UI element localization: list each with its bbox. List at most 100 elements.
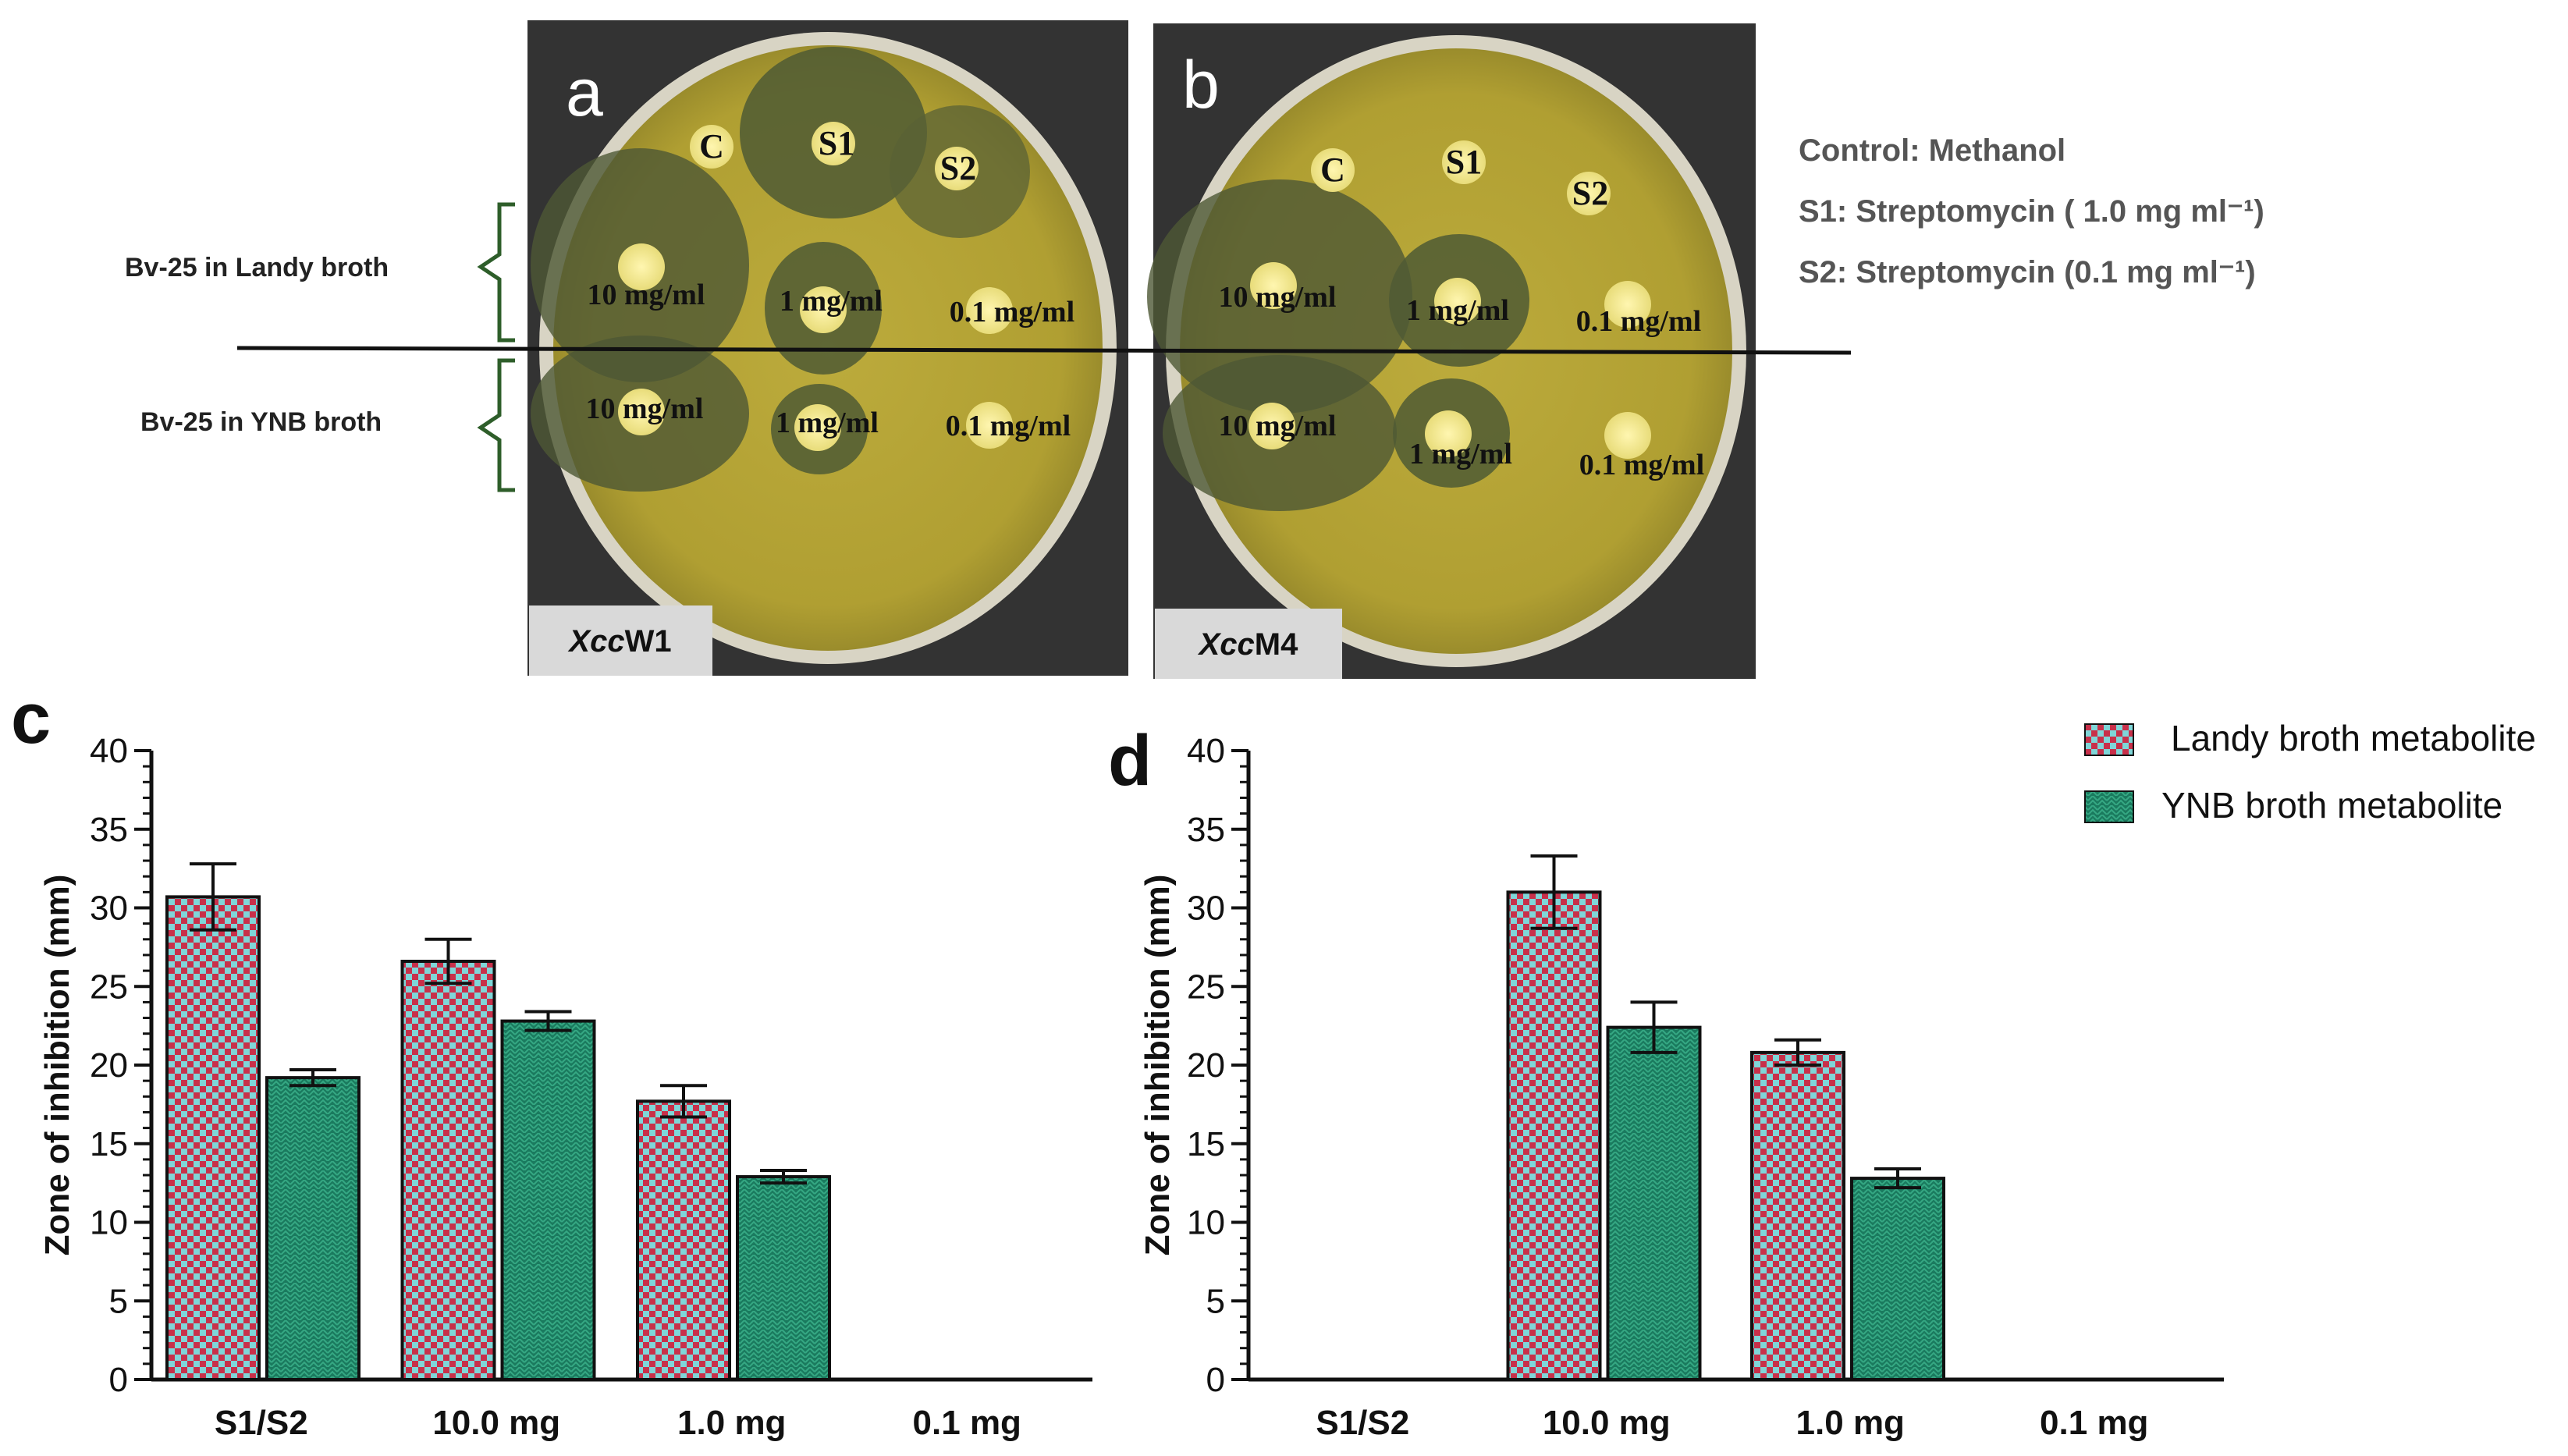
plate-b-conc-bottom-10: 10 mg/ml xyxy=(1219,410,1337,442)
y-tick-label: 15 xyxy=(1187,1125,1225,1163)
row-label-landy: Bv-25 in Landy broth xyxy=(125,253,389,282)
plate-a-disc-bottom-01 xyxy=(966,402,1013,449)
y-tick-label: 10 xyxy=(90,1204,128,1242)
plate-a-disc-top-1 xyxy=(800,286,847,333)
plate-a-disc-c xyxy=(690,125,733,169)
y-axis-label: Zone of inhibition (mm) xyxy=(38,875,76,1256)
y-tick-label: 20 xyxy=(1187,1046,1225,1085)
plate-legend-s2: S2: Streptomycin (0.1 mg ml⁻¹) xyxy=(1799,255,2256,289)
x-tick-label: 1.0 mg xyxy=(677,1404,786,1442)
y-tick-label: 15 xyxy=(90,1125,128,1163)
y-tick-label: 35 xyxy=(1187,811,1225,849)
y-tick-label: 40 xyxy=(90,732,128,770)
plate-b-disc-bottom-01 xyxy=(1604,412,1651,459)
plate-a-label-s2: S2 xyxy=(940,149,976,187)
plate-a-conc-bottom-01: 0.1 mg/ml xyxy=(946,410,1071,442)
y-tick-label: 25 xyxy=(90,968,128,1006)
y-tick-label: 10 xyxy=(1187,1204,1225,1242)
plate-b-disc-s1 xyxy=(1442,140,1486,184)
bar-ynb xyxy=(500,1019,596,1381)
plate-b-tag-rest: M4 xyxy=(1255,627,1298,662)
plate-b-disc-bottom-10 xyxy=(1248,403,1295,449)
divider-line xyxy=(236,346,1852,355)
plate-b-tag-italic: Xcc xyxy=(1198,627,1255,662)
bracket-landy xyxy=(477,202,515,343)
panel-label-a: a xyxy=(566,55,603,130)
x-tick-label: 1.0 mg xyxy=(1796,1404,1905,1442)
y-tick-label: 5 xyxy=(109,1282,128,1320)
y-tick-label: 20 xyxy=(90,1046,128,1085)
plate-a-conc-top-1: 1 mg/ml xyxy=(780,285,883,318)
plate-b-disc-s2 xyxy=(1567,172,1611,215)
legend-label-landy: Landy broth metabolite xyxy=(2171,718,2536,758)
panel-label-b: b xyxy=(1182,48,1220,123)
legend-swatch-landy xyxy=(2084,723,2134,756)
y-tick-label: 30 xyxy=(1187,890,1225,928)
bar-ynb xyxy=(1606,1025,1702,1381)
y-tick-label: 35 xyxy=(90,811,128,849)
plate-a-conc-bottom-1: 1 mg/ml xyxy=(776,407,879,439)
y-tick-label: 25 xyxy=(1187,968,1225,1006)
bar-landy xyxy=(636,1099,731,1381)
x-tick-label: S1/S2 xyxy=(215,1404,308,1442)
plate-a-conc-top-01: 0.1 mg/ml xyxy=(950,296,1074,328)
x-tick-label: 10.0 mg xyxy=(1543,1404,1671,1442)
plate-a-label-c: C xyxy=(699,127,724,165)
plate-legend-control: Control: Methanol xyxy=(1799,133,2065,168)
bar-ynb xyxy=(265,1076,361,1381)
y-tick-label: 40 xyxy=(1187,732,1225,770)
plate-b-conc-top-01: 0.1 mg/ml xyxy=(1576,305,1701,338)
plate-a-disc-top-01 xyxy=(966,287,1013,334)
bracket-ynb xyxy=(477,358,515,492)
panel-label-c: c xyxy=(11,679,51,758)
plate-a-tag-text: XccW1 xyxy=(567,624,671,659)
bar-landy xyxy=(165,895,261,1381)
legend-swatch-ynb xyxy=(2084,790,2134,823)
y-tick-label: 0 xyxy=(1206,1361,1225,1399)
chart-c: 0 5 10 15 20 25 30 35 40 Zone of inhibition (mm) S… xyxy=(38,732,1092,1442)
plate-b-label-c: C xyxy=(1320,151,1345,189)
plate-a-tag-italic: Xcc xyxy=(567,624,624,659)
plate-b-tag xyxy=(1155,609,1342,679)
bar-ynb xyxy=(1850,1177,1945,1381)
plate-b-disc-top-10 xyxy=(1250,262,1297,309)
bar-landy xyxy=(1506,890,1602,1381)
plate-a-disc-s1 xyxy=(812,122,855,165)
plate-b-label-s1: S1 xyxy=(1446,143,1482,181)
plate-b-disc-top-1 xyxy=(1434,278,1481,325)
plate-b-disc-c xyxy=(1311,148,1355,192)
plate-a: a C S1 S2 10 mg/ml 1 mg/ml 0.1 mg/ml 10 … xyxy=(527,20,1128,676)
plate-b-tag-text: XccM4 xyxy=(1198,627,1298,662)
plate-a-conc-bottom-10: 10 mg/ml xyxy=(586,392,704,425)
y-tick-label: 0 xyxy=(109,1361,128,1399)
legend-label-ynb: YNB broth metabolite xyxy=(2161,785,2502,826)
bar-ynb xyxy=(736,1175,831,1381)
y-tick-label: 30 xyxy=(90,890,128,928)
bar-legend: Landy broth metabolite YNB broth metabol… xyxy=(2084,718,2536,826)
x-tick-label: S1/S2 xyxy=(1316,1404,1409,1442)
plate-b-conc-bottom-1: 1 mg/ml xyxy=(1409,438,1512,471)
y-tick-label: 5 xyxy=(1206,1282,1225,1320)
y-axis-label: Zone of inhibition (mm) xyxy=(1138,875,1177,1256)
plate-a-disc-top-10 xyxy=(618,243,665,290)
plate-b-disc-bottom-1 xyxy=(1425,410,1472,457)
plate-b-conc-bottom-01: 0.1 mg/ml xyxy=(1579,449,1704,481)
plate-b: b C S1 S2 10 mg/ml 1 mg/ml 0.1 mg/ml 10 … xyxy=(1147,23,1756,679)
chart-d: 0 5 10 15 20 25 30 35 40 Zone of inhibition (mm) S… xyxy=(1138,732,2224,1442)
x-tick-label: 0.1 mg xyxy=(913,1404,1021,1442)
plate-a-conc-top-10: 10 mg/ml xyxy=(588,279,705,311)
panel-label-d: d xyxy=(1108,721,1152,801)
bar-landy xyxy=(1750,1050,1845,1381)
plate-a-tag-rest: W1 xyxy=(625,624,672,659)
plate-a-label-s1: S1 xyxy=(819,124,854,162)
row-label-ynb: Bv-25 in YNB broth xyxy=(140,407,382,437)
x-tick-label: 0.1 mg xyxy=(2040,1404,2148,1442)
plate-b-conc-top-10: 10 mg/ml xyxy=(1219,281,1337,314)
plate-a-disc-s2 xyxy=(935,147,979,190)
bar-landy xyxy=(400,960,496,1381)
plate-b-conc-top-1: 1 mg/ml xyxy=(1406,294,1509,327)
plate-a-tag xyxy=(529,605,712,676)
plate-b-label-s2: S2 xyxy=(1572,174,1608,212)
plate-b-disc-top-01 xyxy=(1604,281,1651,328)
